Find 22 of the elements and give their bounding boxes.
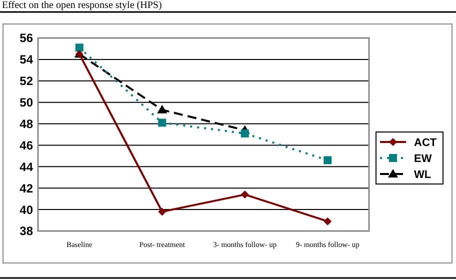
point (75, 44, 84, 52)
point (157, 104, 168, 114)
point (158, 118, 166, 127)
point (324, 217, 332, 226)
y-tick-label: 40 (20, 202, 34, 217)
point (240, 129, 249, 138)
legend-label: ACT (414, 136, 437, 149)
y-tick-label: 44 (20, 160, 34, 174)
y-tick-label: 50 (20, 96, 34, 110)
y-tick-label: 46 (20, 138, 34, 152)
legend-label: WL (414, 168, 432, 181)
y-tick-label: 56 (20, 31, 34, 46)
chart-title: Effect on the open response style (HPS) (2, 0, 162, 11)
point (324, 156, 332, 164)
point (240, 190, 249, 199)
y-tick-label: 52 (20, 74, 34, 88)
point (158, 208, 166, 216)
y-tick-label: 42 (20, 181, 34, 196)
y-tick-label: 48 (20, 116, 34, 131)
y-tick-label: 54 (20, 52, 34, 67)
y-tick-label: 38 (20, 224, 34, 238)
legend-label: EW (414, 152, 432, 165)
